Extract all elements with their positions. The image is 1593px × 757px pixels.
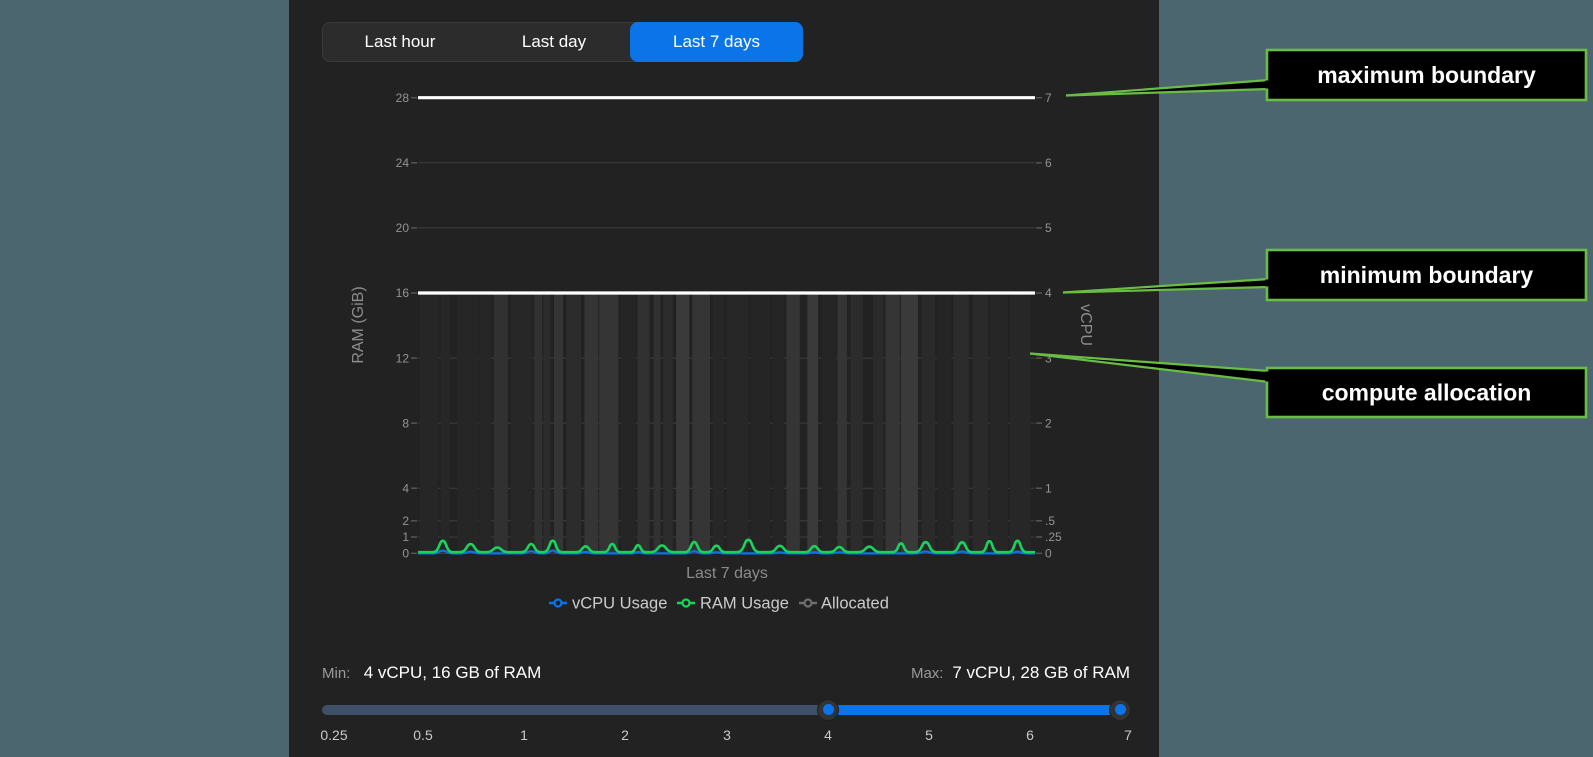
- svg-text:6: 6: [1045, 156, 1052, 170]
- svg-text:5: 5: [1045, 221, 1052, 235]
- svg-text:.5: .5: [1045, 514, 1055, 528]
- svg-text:vCPU: vCPU: [1077, 304, 1094, 346]
- svg-text:3: 3: [1045, 351, 1052, 365]
- svg-text:4: 4: [402, 481, 409, 495]
- svg-text:.25: .25: [1045, 530, 1062, 544]
- svg-text:Last 7 days: Last 7 days: [686, 565, 768, 582]
- svg-text:0: 0: [1045, 547, 1052, 561]
- svg-text:8: 8: [402, 416, 409, 430]
- svg-text:compute allocation: compute allocation: [1322, 380, 1532, 406]
- svg-text:minimum boundary: minimum boundary: [1320, 262, 1534, 288]
- svg-text:7: 7: [1045, 91, 1052, 105]
- svg-text:Allocated: Allocated: [821, 595, 889, 613]
- svg-text:RAM Usage: RAM Usage: [700, 595, 789, 613]
- svg-text:vCPU Usage: vCPU Usage: [572, 595, 667, 613]
- svg-text:4: 4: [1045, 286, 1052, 300]
- svg-text:maximum boundary: maximum boundary: [1317, 62, 1536, 88]
- svg-text:2: 2: [402, 514, 409, 528]
- svg-text:12: 12: [396, 351, 410, 365]
- svg-text:20: 20: [396, 221, 410, 235]
- svg-text:1: 1: [402, 530, 409, 544]
- svg-text:RAM (GiB): RAM (GiB): [350, 286, 367, 363]
- svg-text:16: 16: [396, 286, 410, 300]
- svg-text:0: 0: [402, 547, 409, 561]
- svg-text:28: 28: [396, 91, 410, 105]
- svg-text:2: 2: [1045, 416, 1052, 430]
- svg-text:24: 24: [396, 156, 410, 170]
- svg-text:1: 1: [1045, 481, 1052, 495]
